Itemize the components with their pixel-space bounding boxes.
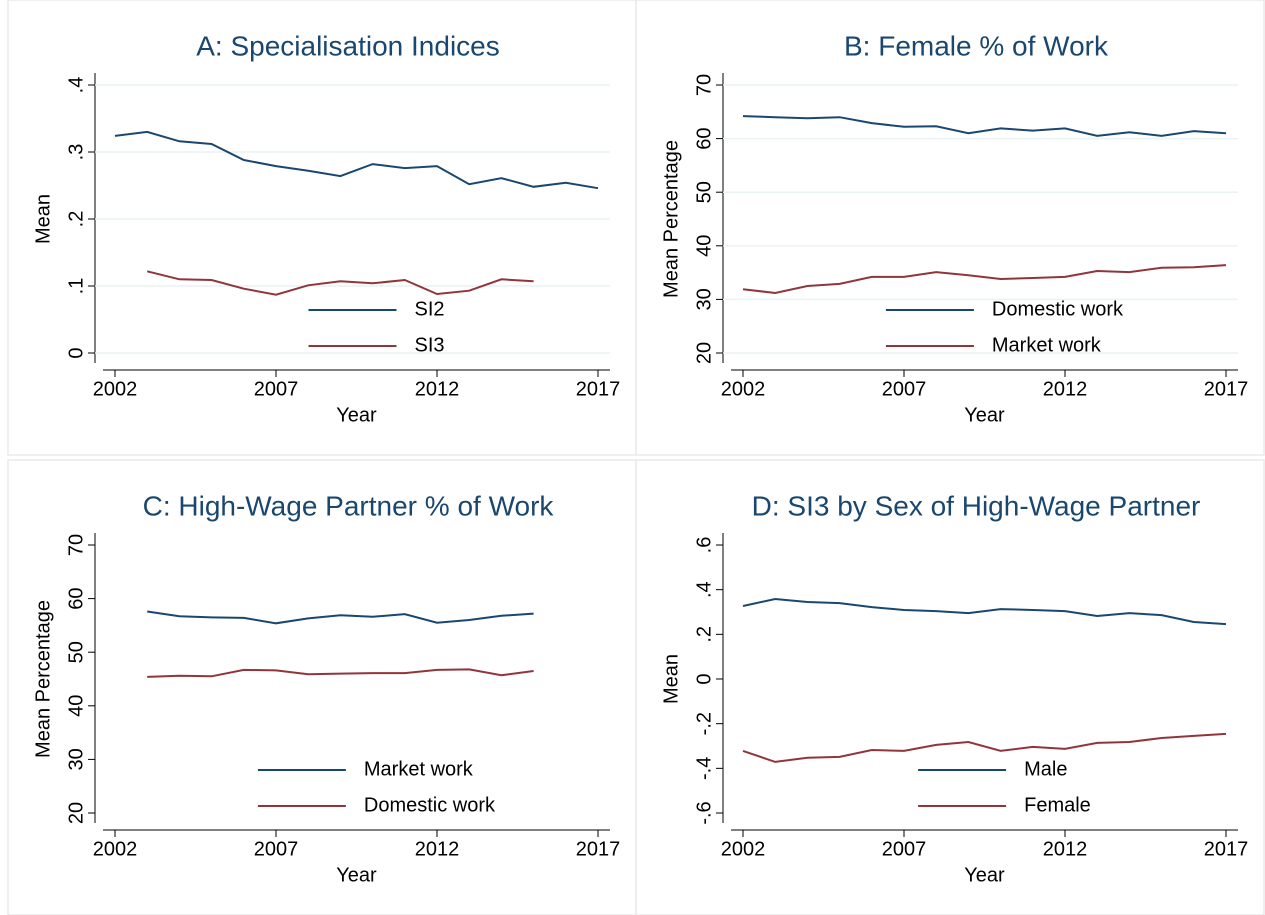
y-tick-label: 60 (693, 127, 715, 149)
legend-label: Market work (992, 334, 1102, 356)
x-tick-label: 2012 (1043, 838, 1088, 860)
series-line (114, 130, 599, 190)
y-tick-label: 70 (65, 534, 87, 556)
y-tick-label: .6 (693, 537, 715, 554)
x-tick-label: 2012 (415, 838, 460, 860)
legend-label: Domestic work (364, 794, 496, 816)
chart-title: A: Specialisation Indices (196, 30, 500, 61)
x-tick-label: 2012 (1043, 378, 1088, 400)
y-tick-label: .1 (65, 278, 87, 295)
panel: A: Specialisation Indices 0 .1 .2 .3 .4 Mean 20… (7, 0, 637, 456)
y-axis-title: Mean (32, 194, 54, 244)
legend-label: Market work (364, 758, 474, 780)
y-tick-label: 0 (693, 673, 715, 684)
x-tick-label: 2002 (93, 378, 138, 400)
y-tick-label: 20 (693, 342, 715, 364)
x-tick-label: 2002 (721, 378, 766, 400)
x-tick-label: 2017 (576, 838, 621, 860)
y-tick-label: 40 (693, 235, 715, 257)
y-axis-title: Mean Percentage (32, 600, 54, 758)
x-tick-label: 2017 (1204, 838, 1249, 860)
legend-label: Domestic work (992, 298, 1124, 320)
y-tick-label: 20 (65, 802, 87, 824)
x-axis-title: Year (964, 864, 1005, 886)
y-tick-label: 50 (65, 641, 87, 663)
series-line (742, 597, 1227, 626)
x-tick-label: 2007 (882, 838, 927, 860)
x-axis-title: Year (964, 404, 1005, 426)
y-axis-title: Mean Percentage (660, 140, 682, 298)
x-tick-label: 2017 (1204, 378, 1249, 400)
y-tick-label: .4 (693, 581, 715, 598)
series-line (742, 732, 1227, 763)
x-tick-label: 2007 (882, 378, 927, 400)
x-tick-label: 2012 (415, 378, 460, 400)
y-tick-label: -.2 (693, 712, 715, 735)
y-tick-label: 0 (65, 347, 87, 358)
x-tick-label: 2002 (93, 838, 138, 860)
legend: Market work Domestic work (257, 758, 496, 816)
y-tick-label: 30 (65, 748, 87, 770)
legend-label: Female (1024, 794, 1091, 816)
chart-title: D: SI3 by Sex of High-Wage Partner (752, 490, 1201, 521)
panel-frame (635, 459, 1265, 915)
series-line (147, 668, 534, 678)
x-tick-label: 2007 (254, 378, 299, 400)
y-tick-label: .2 (693, 626, 715, 643)
x-tick-label: 2007 (254, 838, 299, 860)
y-tick-label: .2 (65, 211, 87, 228)
series-line (146, 270, 534, 296)
panel-frame (635, 0, 1265, 456)
y-tick-label: 60 (65, 587, 87, 609)
chart-title: B: Female % of Work (844, 30, 1109, 61)
y-tick-label: 70 (693, 74, 715, 96)
series-line (742, 264, 1227, 295)
series-line (147, 610, 534, 625)
panel-frame (7, 0, 637, 456)
legend-label: SI2 (415, 298, 445, 320)
y-tick-label: -.4 (693, 757, 715, 780)
legend-label: SI3 (415, 334, 445, 356)
panel: C: High-Wage Partner % of Work 20 30 40 50 60… (7, 459, 637, 915)
panel: B: Female % of Work 20 30 40 50 60 70 Mean Perc… (635, 0, 1265, 456)
y-tick-label: 40 (65, 695, 87, 717)
y-tick-label: 50 (693, 181, 715, 203)
x-tick-label: 2017 (576, 378, 621, 400)
y-tick-label: -.6 (693, 801, 715, 824)
chart-title: C: High-Wage Partner % of Work (143, 490, 555, 521)
y-axis-title: Mean (660, 654, 682, 704)
panel: D: SI3 by Sex of High-Wage Partner -.6 -.4… (635, 459, 1265, 915)
legend-label: Male (1024, 758, 1067, 780)
legend: Domestic work Market work (885, 298, 1124, 356)
y-tick-label: .4 (65, 77, 87, 94)
y-tick-label: 30 (693, 288, 715, 310)
legend: Male Female (918, 758, 1091, 816)
y-tick-label: .3 (65, 144, 87, 161)
x-axis-title: Year (336, 404, 377, 426)
x-axis-title: Year (336, 864, 377, 886)
legend: SI2 SI3 (308, 298, 445, 356)
series-line (742, 115, 1227, 137)
x-tick-label: 2002 (721, 838, 766, 860)
